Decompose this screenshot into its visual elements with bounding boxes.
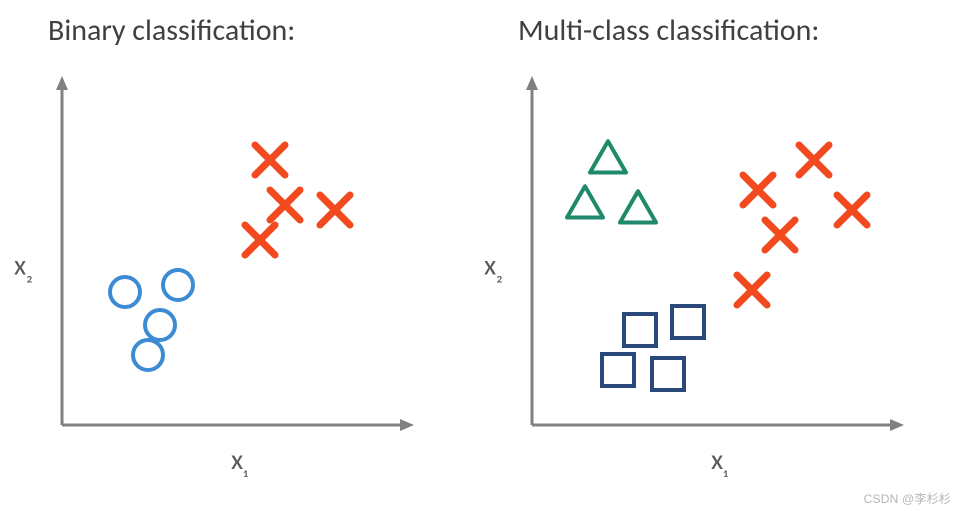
triangle-marker <box>567 186 603 217</box>
markers-binary <box>110 145 350 370</box>
panel-multiclass: Multi-class classification: x₂x₁ <box>470 0 965 49</box>
x-axis-label: x₁ <box>231 442 248 481</box>
circle-marker <box>145 310 175 340</box>
figure-root: Binary classification: x₂x₁ Multi-class … <box>0 0 965 511</box>
axes-binary <box>56 76 414 431</box>
cross-marker <box>320 195 350 225</box>
panel-binary: Binary classification: x₂x₁ <box>0 0 460 49</box>
square-marker <box>672 306 704 338</box>
square-marker <box>624 314 656 346</box>
panel-title-multiclass: Multi-class classification: <box>470 0 965 49</box>
cross-marker <box>245 225 275 255</box>
markers-multiclass <box>567 141 867 390</box>
circle-marker <box>110 277 140 307</box>
plot-binary: x₂ x₁ <box>0 60 460 490</box>
axis-labels-binary: x₂ x₁ <box>14 248 248 482</box>
x-axis-label: x₁ <box>711 442 728 481</box>
circle-marker <box>133 340 163 370</box>
triangle-marker <box>620 191 656 222</box>
axis-labels-multiclass: x₂ x₁ <box>484 248 728 482</box>
cross-marker <box>737 275 767 305</box>
watermark-text: CSDN @李杉杉 <box>864 490 951 507</box>
y-axis-label: x₂ <box>14 248 33 287</box>
cross-marker <box>837 195 867 225</box>
cross-marker <box>743 175 773 205</box>
triangle-marker <box>590 141 626 172</box>
axes-multiclass <box>526 76 904 431</box>
cross-marker <box>799 145 829 175</box>
cross-marker <box>255 145 285 175</box>
plot-multiclass: x₂ x₁ <box>470 60 950 490</box>
cross-marker <box>270 190 300 220</box>
square-marker <box>602 354 634 386</box>
y-axis-label: x₂ <box>484 248 503 287</box>
panel-title-binary: Binary classification: <box>0 0 460 49</box>
circle-marker <box>163 270 193 300</box>
cross-marker <box>765 220 795 250</box>
square-marker <box>652 358 684 390</box>
